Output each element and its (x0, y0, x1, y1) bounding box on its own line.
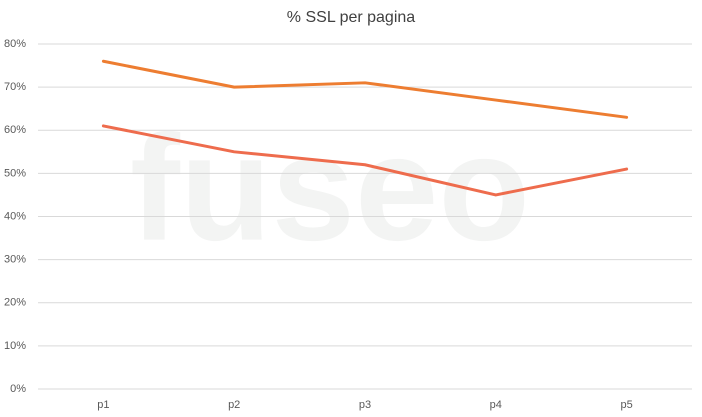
y-tick-label: 50% (4, 167, 26, 179)
y-tick-label: 60% (4, 124, 26, 136)
y-tick-label: 0% (10, 383, 26, 395)
x-tick-label: p2 (228, 399, 240, 411)
x-tick-label: p5 (620, 399, 632, 411)
x-tick-label: p1 (97, 399, 109, 411)
y-tick-label: 80% (4, 38, 26, 50)
y-tick-label: 70% (4, 81, 26, 93)
x-tick-label: p4 (490, 399, 502, 411)
y-tick-label: 40% (4, 210, 26, 222)
series-line (101, 124, 629, 197)
y-tick-label: 30% (4, 254, 26, 266)
x-tick-label: p3 (359, 399, 371, 411)
y-tick-label: 20% (4, 297, 26, 309)
chart-title: % SSL per pagina (287, 9, 415, 26)
series-line (101, 59, 629, 119)
y-tick-label: 10% (4, 340, 26, 352)
